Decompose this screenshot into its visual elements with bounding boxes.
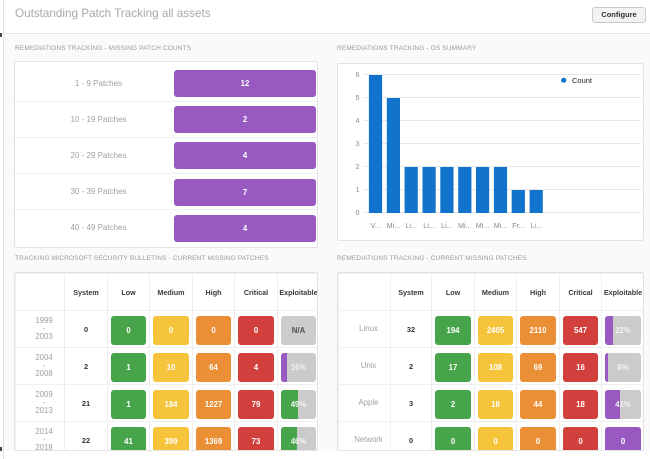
svg-text:2: 2 xyxy=(356,162,360,171)
svg-text:V...: V... xyxy=(370,221,380,230)
svg-text:4: 4 xyxy=(356,116,360,125)
svg-text:1: 1 xyxy=(356,185,360,194)
svg-text:6: 6 xyxy=(356,70,360,79)
svg-text:Li...: Li... xyxy=(423,221,435,230)
svg-text:Li...: Li... xyxy=(441,221,453,230)
svg-text:Li...: Li... xyxy=(405,221,417,230)
svg-text:3: 3 xyxy=(356,139,360,148)
svg-text:0: 0 xyxy=(356,208,360,217)
svg-text:Mi...: Mi... xyxy=(458,221,472,230)
svg-text:Count: Count xyxy=(572,76,593,85)
svg-text:Mi...: Mi... xyxy=(476,221,490,230)
svg-text:Mi...: Mi... xyxy=(387,221,401,230)
svg-text:Li...: Li... xyxy=(530,221,542,230)
svg-text:Fr...: Fr... xyxy=(512,221,524,230)
svg-text:5: 5 xyxy=(356,93,360,102)
svg-text:Mi...: Mi... xyxy=(494,221,508,230)
